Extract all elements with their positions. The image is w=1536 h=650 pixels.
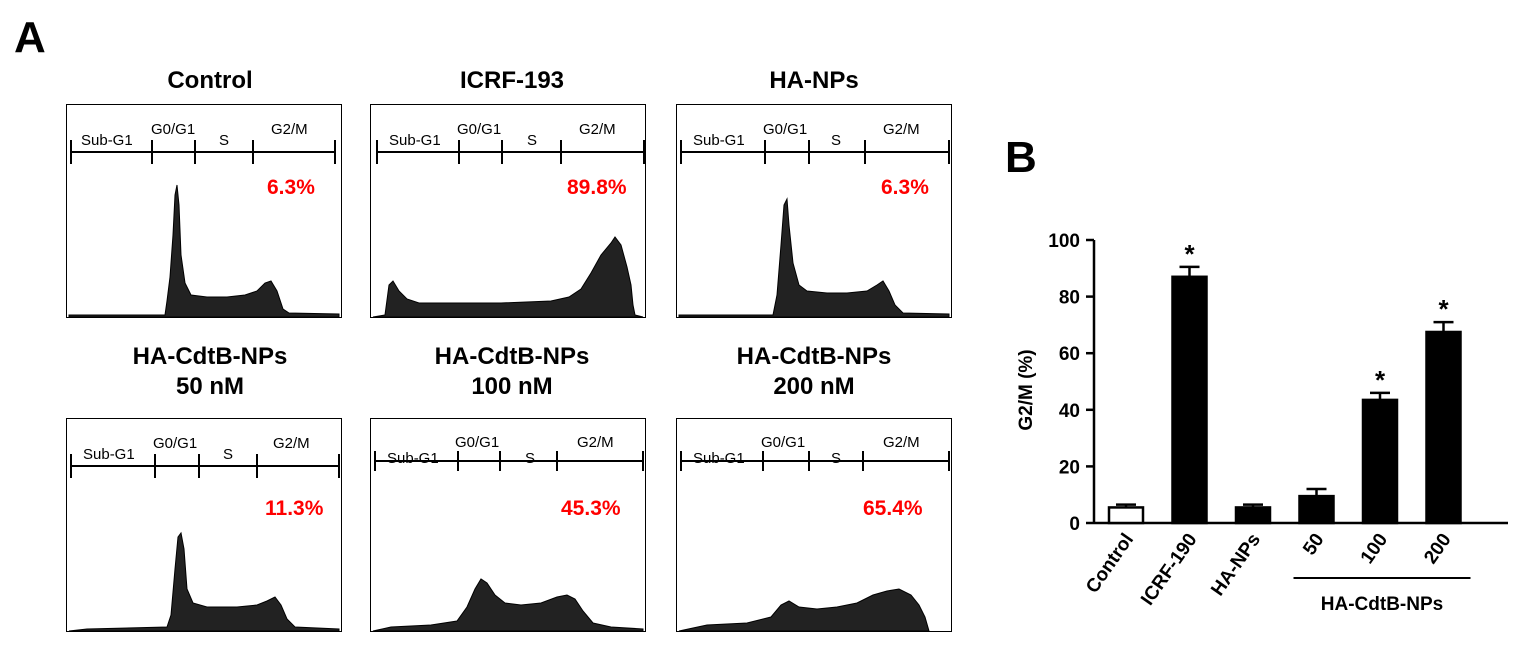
y-axis-label: G2/M (%) bbox=[1016, 349, 1037, 430]
histogram-control: Sub-G1 G0/G1 S G2/M 6.3% bbox=[66, 104, 342, 318]
y-tick-label: 20 bbox=[1059, 457, 1080, 478]
bar-series: * * * bbox=[1107, 239, 1462, 525]
phase-label-s: S bbox=[527, 132, 537, 149]
g2m-percentage: 65.4% bbox=[863, 497, 923, 520]
histogram-cdtb-200: Sub-G1 G0/G1 S G2/M 65.4% bbox=[676, 418, 952, 632]
title-line2: 200 nM bbox=[773, 373, 855, 400]
y-tick-label: 0 bbox=[1069, 514, 1080, 535]
phase-label-s: S bbox=[831, 132, 841, 149]
panel-a-label: A bbox=[14, 13, 46, 62]
histogram-title-cdtb-50: HA-CdtB-NPs 50 nM bbox=[60, 342, 360, 402]
phase-label-s: S bbox=[831, 450, 841, 467]
y-tick-label: 100 bbox=[1048, 231, 1080, 252]
title-line1: HA-CdtB-NPs bbox=[736, 343, 892, 370]
histogram-profile bbox=[372, 236, 644, 318]
histogram-svg: Sub-G1 G0/G1 S G2/M 6.3% bbox=[68, 121, 340, 318]
phase-label-g2m: G2/M bbox=[577, 434, 614, 451]
phase-gate-bar bbox=[376, 140, 645, 164]
phase-label-g0g1: G0/G1 bbox=[151, 121, 195, 138]
x-tick-label: Control bbox=[1082, 530, 1138, 597]
bar-200 bbox=[1425, 330, 1462, 525]
x-tick-label: 50 bbox=[1299, 530, 1328, 559]
phase-label-subg1: Sub-G1 bbox=[693, 132, 745, 149]
g2m-percentage: 45.3% bbox=[561, 497, 621, 520]
histogram-title-cdtb-100: HA-CdtB-NPs 100 nM bbox=[362, 342, 662, 402]
significance-marker: * bbox=[1184, 239, 1195, 269]
histogram-profile bbox=[68, 184, 340, 318]
g2m-bar-chart: 0 20 40 60 80 100 * * * Control ICRF-190 HA-NPs 50… bbox=[1016, 231, 1508, 615]
phase-gate-bar bbox=[680, 451, 950, 471]
bar-icrf-190 bbox=[1171, 275, 1208, 525]
phase-gate-bar bbox=[680, 140, 950, 164]
phase-label-s: S bbox=[525, 450, 535, 467]
phase-label-subg1: Sub-G1 bbox=[387, 450, 439, 467]
histogram-title-cdtb-200: HA-CdtB-NPs 200 nM bbox=[664, 342, 964, 402]
histogram-svg: Sub-G1 G0/G1 S G2/M 6.3% bbox=[678, 121, 950, 318]
histogram-svg: Sub-G1 G0/G1 S G2/M 89.8% bbox=[372, 121, 645, 318]
phase-label-g2m: G2/M bbox=[271, 121, 308, 138]
panel-b-label: B bbox=[1005, 133, 1037, 182]
histogram-cdtb-100: Sub-G1 G0/G1 S G2/M 45.3% bbox=[370, 418, 646, 632]
title-line1: HA-CdtB-NPs bbox=[434, 343, 590, 370]
g2m-percentage: 6.3% bbox=[881, 176, 929, 199]
x-tick-label: 100 bbox=[1357, 530, 1392, 568]
histogram-cdtb-50: Sub-G1 G0/G1 S G2/M 11.3% bbox=[66, 418, 342, 632]
phase-label-g0g1: G0/G1 bbox=[153, 435, 197, 452]
g2m-percentage: 89.8% bbox=[567, 176, 627, 199]
x-tick-label: ICRF-190 bbox=[1137, 530, 1201, 610]
phase-label-subg1: Sub-G1 bbox=[389, 132, 441, 149]
phase-gate-bar bbox=[70, 454, 340, 478]
group-label: HA-CdtB-NPs bbox=[1321, 594, 1443, 615]
histogram-profile bbox=[372, 578, 644, 632]
x-tick-label: HA-NPs bbox=[1207, 530, 1265, 600]
phase-label-g0g1: G0/G1 bbox=[761, 434, 805, 451]
histogram-title-hanps: HA-NPs bbox=[664, 66, 964, 96]
histogram-profile bbox=[678, 588, 930, 632]
histogram-svg: Sub-G1 G0/G1 S G2/M 45.3% bbox=[372, 434, 644, 632]
y-tick-label: 60 bbox=[1059, 344, 1080, 365]
phase-label-s: S bbox=[219, 132, 229, 149]
phase-label-subg1: Sub-G1 bbox=[81, 132, 133, 149]
phase-label-subg1: Sub-G1 bbox=[83, 446, 135, 463]
title-line2: 50 nM bbox=[175, 373, 244, 400]
histogram-profile bbox=[68, 531, 340, 632]
bar-ha-nps bbox=[1234, 506, 1272, 525]
phase-label-g2m: G2/M bbox=[883, 121, 920, 138]
phase-label-g2m: G2/M bbox=[273, 435, 310, 452]
phase-label-g0g1: G0/G1 bbox=[763, 121, 807, 138]
title-line1: HA-CdtB-NPs bbox=[132, 343, 288, 370]
bar-control bbox=[1107, 506, 1145, 525]
phase-label-g2m: G2/M bbox=[883, 434, 920, 451]
histogram-svg: Sub-G1 G0/G1 S G2/M 11.3% bbox=[68, 435, 340, 632]
phase-label-s: S bbox=[223, 446, 233, 463]
phase-label-g0g1: G0/G1 bbox=[457, 121, 501, 138]
phase-gate-bar bbox=[70, 140, 336, 164]
g2m-percentage: 6.3% bbox=[267, 176, 315, 199]
title-line1: ICRF-193 bbox=[459, 67, 565, 94]
histogram-hanps: Sub-G1 G0/G1 S G2/M 6.3% bbox=[676, 104, 952, 318]
histogram-icrf: Sub-G1 G0/G1 S G2/M 89.8% bbox=[370, 104, 646, 318]
significance-marker: * bbox=[1375, 365, 1386, 395]
bar-50 bbox=[1298, 494, 1335, 525]
y-tick-label: 40 bbox=[1059, 401, 1080, 422]
title-line2: 100 nM bbox=[471, 373, 553, 400]
bar-100 bbox=[1361, 398, 1399, 525]
histogram-profile bbox=[678, 197, 950, 318]
significance-marker: * bbox=[1438, 294, 1449, 324]
g2m-percentage: 11.3% bbox=[265, 497, 324, 520]
x-tick-label: 200 bbox=[1420, 530, 1455, 568]
histogram-title-control: Control bbox=[60, 66, 360, 96]
group-bracket: HA-CdtB-NPs bbox=[1293, 577, 1471, 615]
histogram-svg: Sub-G1 G0/G1 S G2/M 65.4% bbox=[678, 434, 950, 632]
phase-label-g0g1: G0/G1 bbox=[455, 434, 499, 451]
phase-label-subg1: Sub-G1 bbox=[693, 450, 745, 467]
phase-label-g2m: G2/M bbox=[579, 121, 616, 138]
y-tick-label: 80 bbox=[1059, 288, 1080, 309]
phase-gate-bar bbox=[374, 451, 644, 471]
title-line1: Control bbox=[167, 67, 253, 94]
histogram-title-icrf: ICRF-193 bbox=[362, 66, 662, 96]
title-line1: HA-NPs bbox=[769, 67, 859, 94]
